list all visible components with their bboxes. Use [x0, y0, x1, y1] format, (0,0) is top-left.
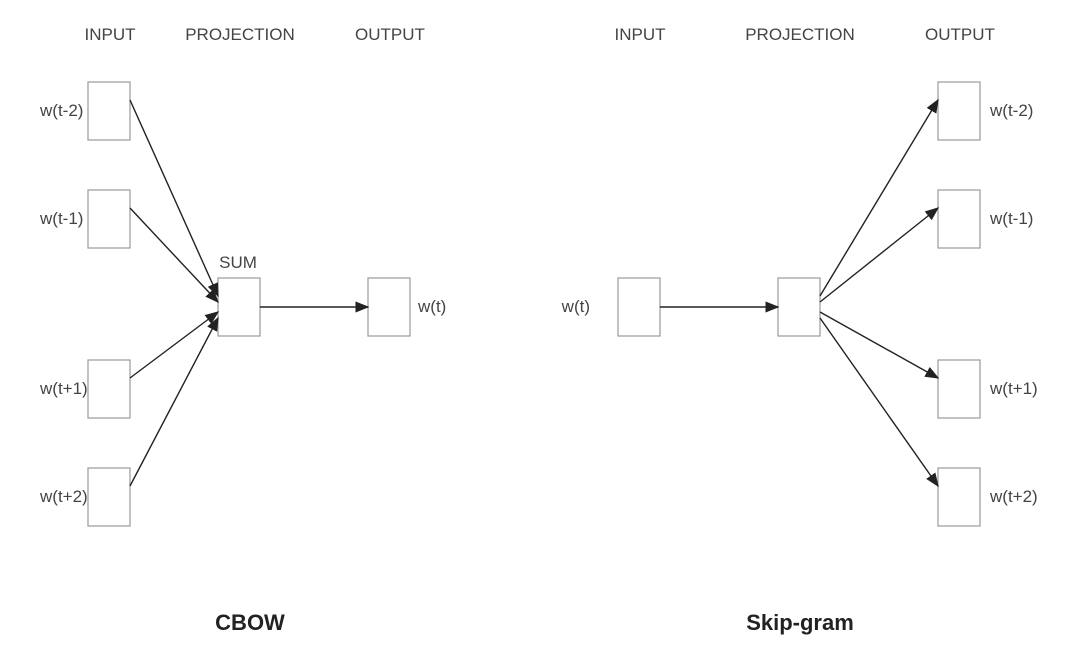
skipgram-output-label-3: w(t+2) [989, 487, 1038, 506]
skipgram-panel: INPUT PROJECTION OUTPUT w(t) w(t-2) w(t-1… [561, 25, 1038, 635]
cbow-input-box-1 [88, 190, 130, 248]
skipgram-edge-0 [820, 100, 938, 296]
cbow-output-label: w(t) [417, 297, 446, 316]
skipgram-output-label-1: w(t-1) [989, 209, 1033, 228]
cbow-input-label-2: w(t+1) [39, 379, 88, 398]
skipgram-edge-2 [820, 312, 938, 378]
skipgram-output-box-3 [938, 468, 980, 526]
skipgram-title: Skip-gram [746, 610, 854, 635]
skipgram-input-label: w(t) [561, 297, 590, 316]
skipgram-output-label-2: w(t+1) [989, 379, 1038, 398]
skipgram-input-box [618, 278, 660, 336]
cbow-input-boxes: w(t-2) w(t-1) w(t+1) w(t+2) [39, 82, 130, 526]
cbow-input-box-2 [88, 360, 130, 418]
skipgram-edges [820, 100, 938, 486]
cbow-panel: INPUT PROJECTION OUTPUT w(t-2) w(t-1) w(t+… [39, 25, 446, 635]
cbow-edge-0 [130, 100, 218, 296]
skipgram-output-boxes: w(t-2) w(t-1) w(t+1) w(t+2) [938, 82, 1038, 526]
cbow-edges [130, 100, 218, 486]
skipgram-edge-3 [820, 318, 938, 486]
cbow-output-box [368, 278, 410, 336]
col-label-input: INPUT [85, 25, 136, 44]
cbow-edge-2 [130, 312, 218, 378]
col-label-input: INPUT [615, 25, 666, 44]
col-label-projection: PROJECTION [745, 25, 855, 44]
skipgram-projection-box [778, 278, 820, 336]
col-label-projection: PROJECTION [185, 25, 295, 44]
cbow-input-box-0 [88, 82, 130, 140]
sum-label: SUM [219, 253, 257, 272]
skipgram-output-box-0 [938, 82, 980, 140]
col-label-output: OUTPUT [355, 25, 425, 44]
skipgram-output-box-2 [938, 360, 980, 418]
cbow-projection-box [218, 278, 260, 336]
cbow-title: CBOW [215, 610, 285, 635]
col-label-output: OUTPUT [925, 25, 995, 44]
skipgram-output-box-1 [938, 190, 980, 248]
skipgram-edge-1 [820, 208, 938, 302]
cbow-edge-3 [130, 318, 218, 486]
cbow-edge-1 [130, 208, 218, 302]
cbow-input-label-0: w(t-2) [39, 101, 83, 120]
cbow-input-label-3: w(t+2) [39, 487, 88, 506]
skipgram-output-label-0: w(t-2) [989, 101, 1033, 120]
diagram-canvas: INPUT PROJECTION OUTPUT w(t-2) w(t-1) w(t+… [0, 0, 1080, 657]
cbow-input-box-3 [88, 468, 130, 526]
cbow-input-label-1: w(t-1) [39, 209, 83, 228]
